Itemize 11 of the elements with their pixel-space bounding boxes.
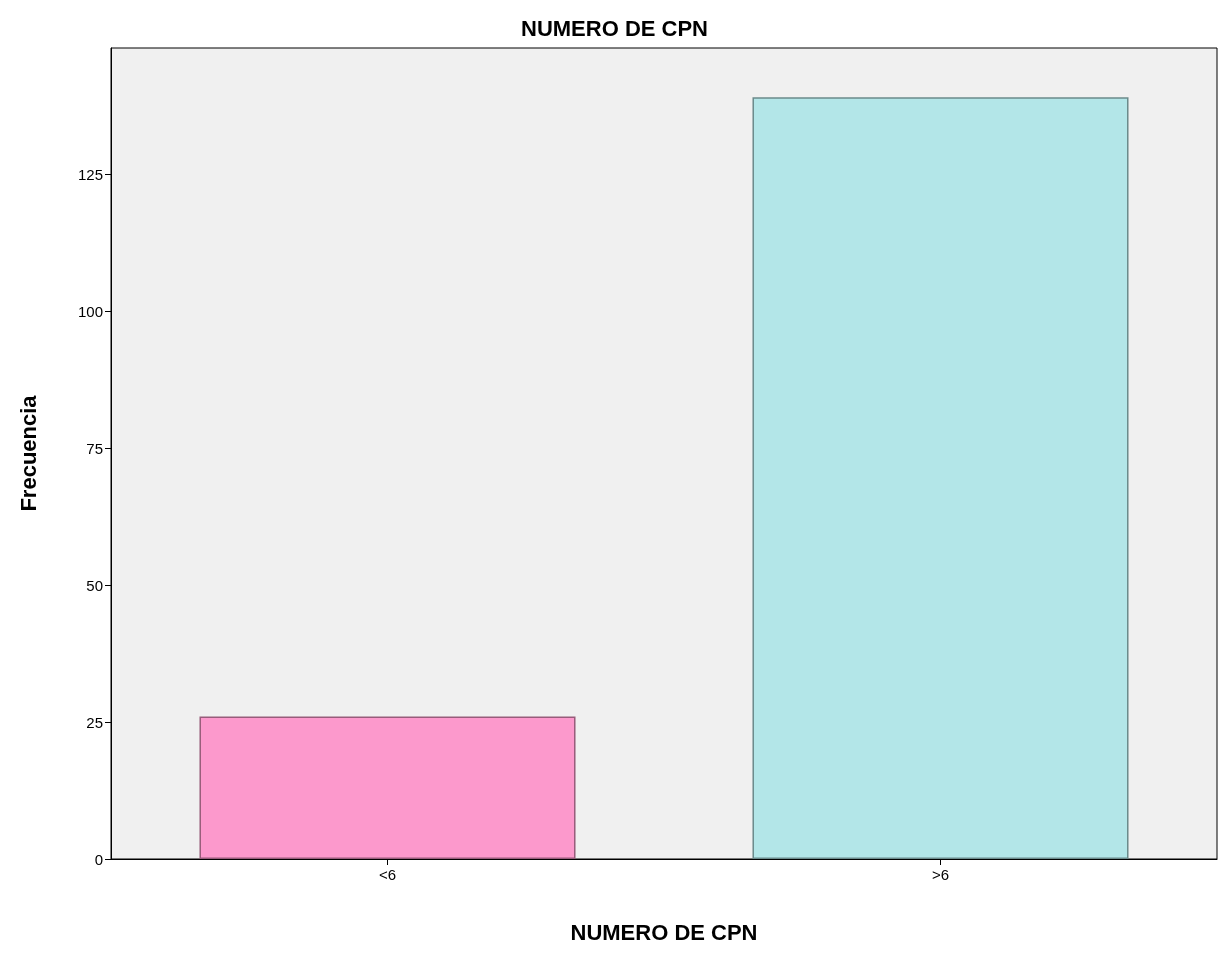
x-tick-label: >6 xyxy=(931,866,950,883)
y-tick-label: 125 xyxy=(77,165,103,183)
y-axis-title: Frecuencia xyxy=(15,394,41,512)
x-axis-title: NUMERO DE CPN xyxy=(570,919,758,945)
y-tick-label: 50 xyxy=(86,576,103,594)
y-tick-label: 0 xyxy=(94,850,103,868)
y-tick-label: 75 xyxy=(86,439,103,457)
x-tick-label: <6 xyxy=(378,866,397,883)
y-tick-label: 25 xyxy=(86,713,103,731)
chart-title: NUMERO DE CPN xyxy=(520,15,709,41)
y-tick-label: 100 xyxy=(77,302,103,320)
